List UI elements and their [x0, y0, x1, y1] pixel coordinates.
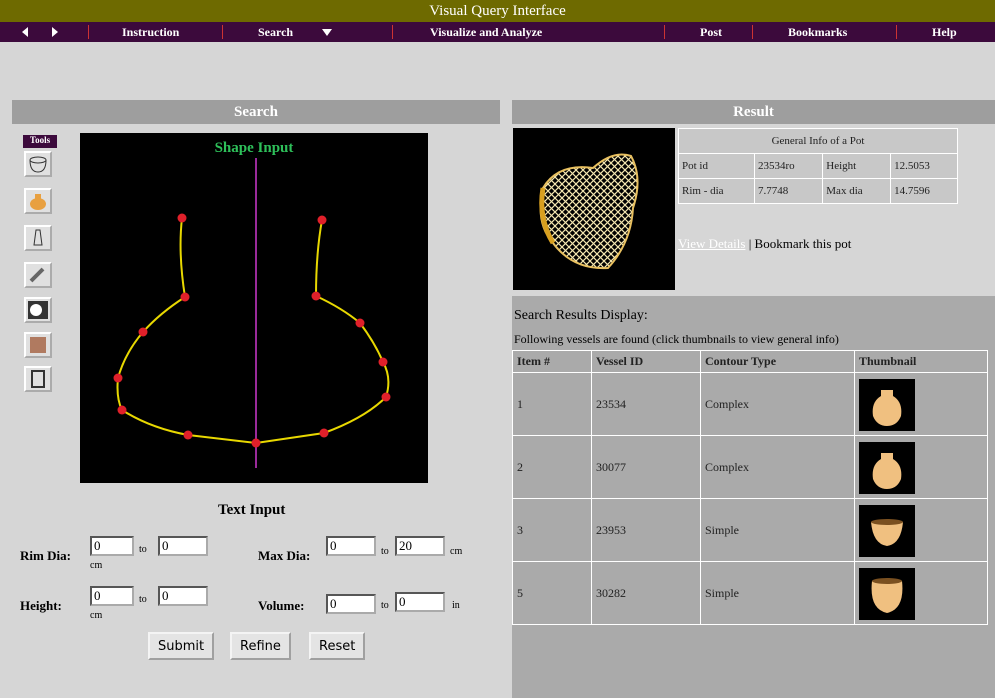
panel-title: Result: [733, 104, 774, 120]
result-cell: 1: [513, 373, 592, 436]
result-cell: Simple: [701, 562, 855, 625]
info-cell: 12.5053: [891, 154, 958, 179]
view-details-link[interactable]: View Details: [678, 236, 745, 251]
column-header: Thumbnail: [855, 351, 988, 373]
panel-header: Search: [12, 100, 500, 124]
tool-button[interactable]: [24, 366, 52, 392]
nav-item[interactable]: Help: [932, 22, 957, 42]
tool-button[interactable]: [24, 225, 52, 251]
field-label: Volume:: [258, 598, 304, 614]
text-input[interactable]: [326, 594, 376, 614]
result-cell: Simple: [701, 499, 855, 562]
nav-bar: Instruction Search Visualize and Analyze…: [0, 22, 995, 42]
nav-arrows[interactable]: [22, 27, 62, 37]
canvas-title: Shape Input: [215, 140, 294, 156]
result-cell: Complex: [701, 436, 855, 499]
app-title: Visual Query Interface: [429, 3, 566, 19]
unit-label: cm: [90, 610, 102, 621]
results-area: Search Results Display: Following vessel…: [512, 296, 995, 698]
tool-button[interactable]: [24, 332, 52, 358]
text-input[interactable]: [326, 536, 376, 556]
result-cell: 30282: [592, 562, 701, 625]
unit-label: cm: [450, 546, 462, 557]
to-label: to: [381, 600, 389, 611]
panel-header: Result: [512, 100, 995, 124]
info-cell: Rim - dia: [679, 179, 755, 204]
result-cell: 23534: [592, 373, 701, 436]
unit-label: cm: [90, 560, 102, 571]
tool-button[interactable]: [24, 151, 52, 177]
thumbnail-cell: [855, 436, 988, 499]
result-cell: 5: [513, 562, 592, 625]
to-label: to: [381, 546, 389, 557]
tool-button[interactable]: [24, 262, 52, 288]
tool-button[interactable]: [24, 188, 52, 214]
field-label: Max Dia:: [258, 548, 310, 564]
nav-item[interactable]: Post: [700, 22, 722, 42]
result-cell: 30077: [592, 436, 701, 499]
results-note: Following vessels are found (click thumb…: [514, 332, 839, 347]
result-cell: 2: [513, 436, 592, 499]
results-table: Item # Vessel ID Contour Type Thumbnail …: [512, 350, 988, 625]
column-header: Item #: [513, 351, 592, 373]
info-cell: Max dia: [823, 179, 891, 204]
thumbnail[interactable]: [859, 566, 915, 620]
unit-label: in: [452, 600, 460, 611]
thumbnail-cell: [855, 562, 988, 625]
result-cell: 23953: [592, 499, 701, 562]
thumbnail[interactable]: [859, 440, 915, 494]
panel-title: Search: [234, 104, 278, 120]
nav-item[interactable]: Search: [258, 22, 293, 42]
dropdown-arrow[interactable]: [322, 29, 332, 36]
field-label: Rim Dia:: [20, 548, 71, 564]
page: {"header": {"title": "Visual Query Inter…: [0, 0, 995, 698]
thumbnail-cell: [855, 373, 988, 436]
column-header: Vessel ID: [592, 351, 701, 373]
result-cell: 3: [513, 499, 592, 562]
info-cell: 23534ro: [754, 154, 822, 179]
text-input[interactable]: [395, 536, 445, 556]
info-cell: Pot id: [679, 154, 755, 179]
info-cell: 7.7748: [754, 179, 822, 204]
text-input[interactable]: [395, 592, 445, 612]
results-title: Search Results Display:: [514, 308, 648, 324]
info-title: General Info of a Pot: [679, 129, 958, 154]
result-cell: Complex: [701, 373, 855, 436]
thumbnail[interactable]: [859, 503, 915, 557]
reset-button[interactable]: Reset: [309, 632, 365, 660]
nav-item[interactable]: Visualize and Analyze: [430, 22, 542, 42]
to-label: to: [139, 544, 147, 555]
link-row: View Details | Bookmark this pot: [678, 236, 851, 252]
submit-button[interactable]: Submit: [148, 632, 214, 660]
shape-canvas[interactable]: Shape Input: [80, 133, 428, 483]
nav-item[interactable]: Bookmarks: [788, 22, 847, 42]
info-cell: 14.7596: [891, 179, 958, 204]
info-cell: Height: [823, 154, 891, 179]
section-title: Text Input: [218, 502, 285, 519]
text-input[interactable]: [158, 536, 208, 556]
text-input[interactable]: [90, 586, 134, 606]
pot-preview[interactable]: [513, 128, 675, 290]
text-input[interactable]: [90, 536, 134, 556]
thumbnail[interactable]: [859, 377, 915, 431]
bookmark-link[interactable]: | Bookmark this pot: [749, 236, 852, 251]
tool-button[interactable]: [24, 297, 52, 323]
title-bar: Visual Query Interface: [0, 0, 995, 22]
column-header: Contour Type: [701, 351, 855, 373]
tools-label: Tools: [23, 135, 57, 148]
thumbnail-cell: [855, 499, 988, 562]
nav-item[interactable]: Instruction: [122, 22, 179, 42]
field-label: Height:: [20, 598, 62, 614]
refine-button[interactable]: Refine: [230, 632, 291, 660]
text-input[interactable]: [158, 586, 208, 606]
to-label: to: [139, 594, 147, 605]
